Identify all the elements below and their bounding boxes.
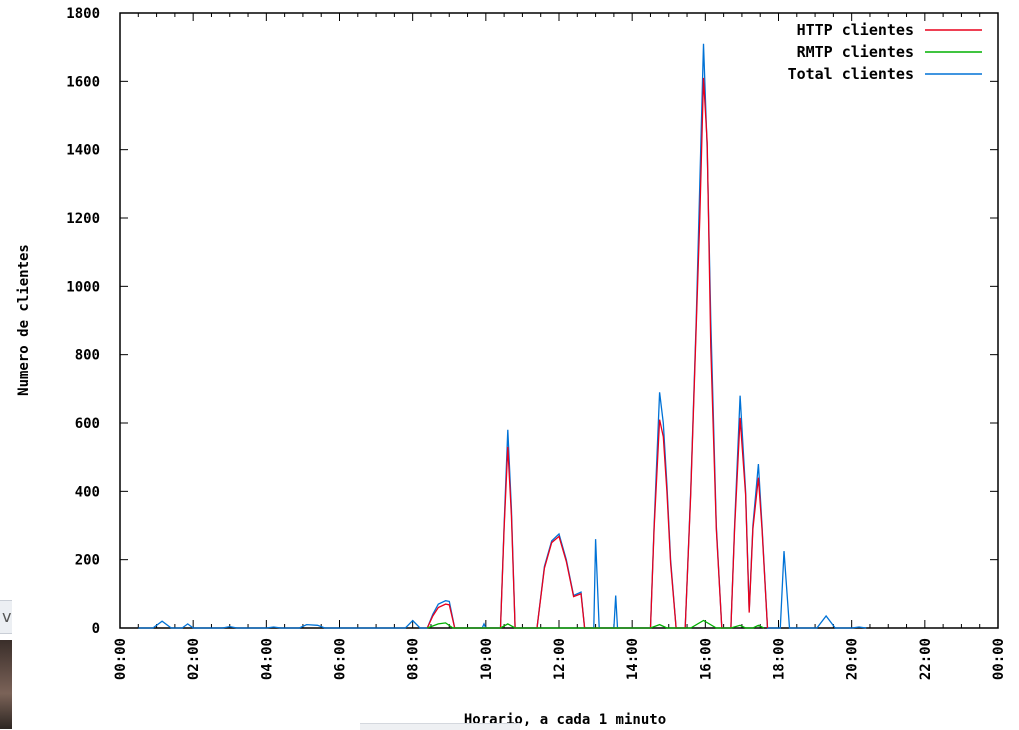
legend-label: RMTP clientes [797,43,914,61]
y-tick-label: 600 [75,416,100,432]
x-tick-label: 18:00 [772,638,788,680]
series-line-rmtp [427,619,765,629]
background-page-fragment: v [0,600,12,729]
x-tick-label: 22:00 [918,638,934,680]
legend-label: Total clientes [788,65,914,83]
x-tick-label: 16:00 [698,638,714,680]
plot-frame [119,12,999,629]
x-tick-label: 06:00 [333,638,349,680]
x-tick-label: 00:00 [991,638,1007,680]
y-tick-label: 1800 [66,6,100,22]
x-tick-label: 02:00 [186,638,202,680]
x-tick-label: 00:00 [113,638,129,680]
y-tick-label: 1600 [66,74,100,90]
y-tick-label: 1200 [66,211,100,227]
x-tick-label: 08:00 [406,638,422,680]
y-axis-title: Numero de clientes [16,244,32,396]
x-tick-label: 10:00 [479,638,495,680]
background-photo-fragment [0,640,12,729]
y-tick-label: 400 [75,484,100,500]
x-tick-label: 20:00 [845,638,861,680]
x-tick-label: 14:00 [625,638,641,680]
series-layer [138,43,867,629]
x-tick-label: 12:00 [552,638,568,680]
y-tick-label: 200 [75,553,100,569]
y-tick-label: 0 [92,621,100,637]
y-tick-label: 800 [75,348,100,364]
background-toolbar-fragment: v [0,600,12,634]
y-tick-label: 1400 [66,143,100,159]
y-axis: 0 200 400 600 800 1000 1200 1400 1600 1800 [66,6,998,637]
series-line-http [426,77,769,629]
background-scrollbar-fragment [360,723,520,730]
legend-label: HTTP clientes [797,21,914,39]
y-tick-label: 1000 [66,279,100,295]
x-tick-label: 04:00 [259,638,275,680]
legend: HTTP clientes RMTP clientes Total clientes [788,21,982,83]
